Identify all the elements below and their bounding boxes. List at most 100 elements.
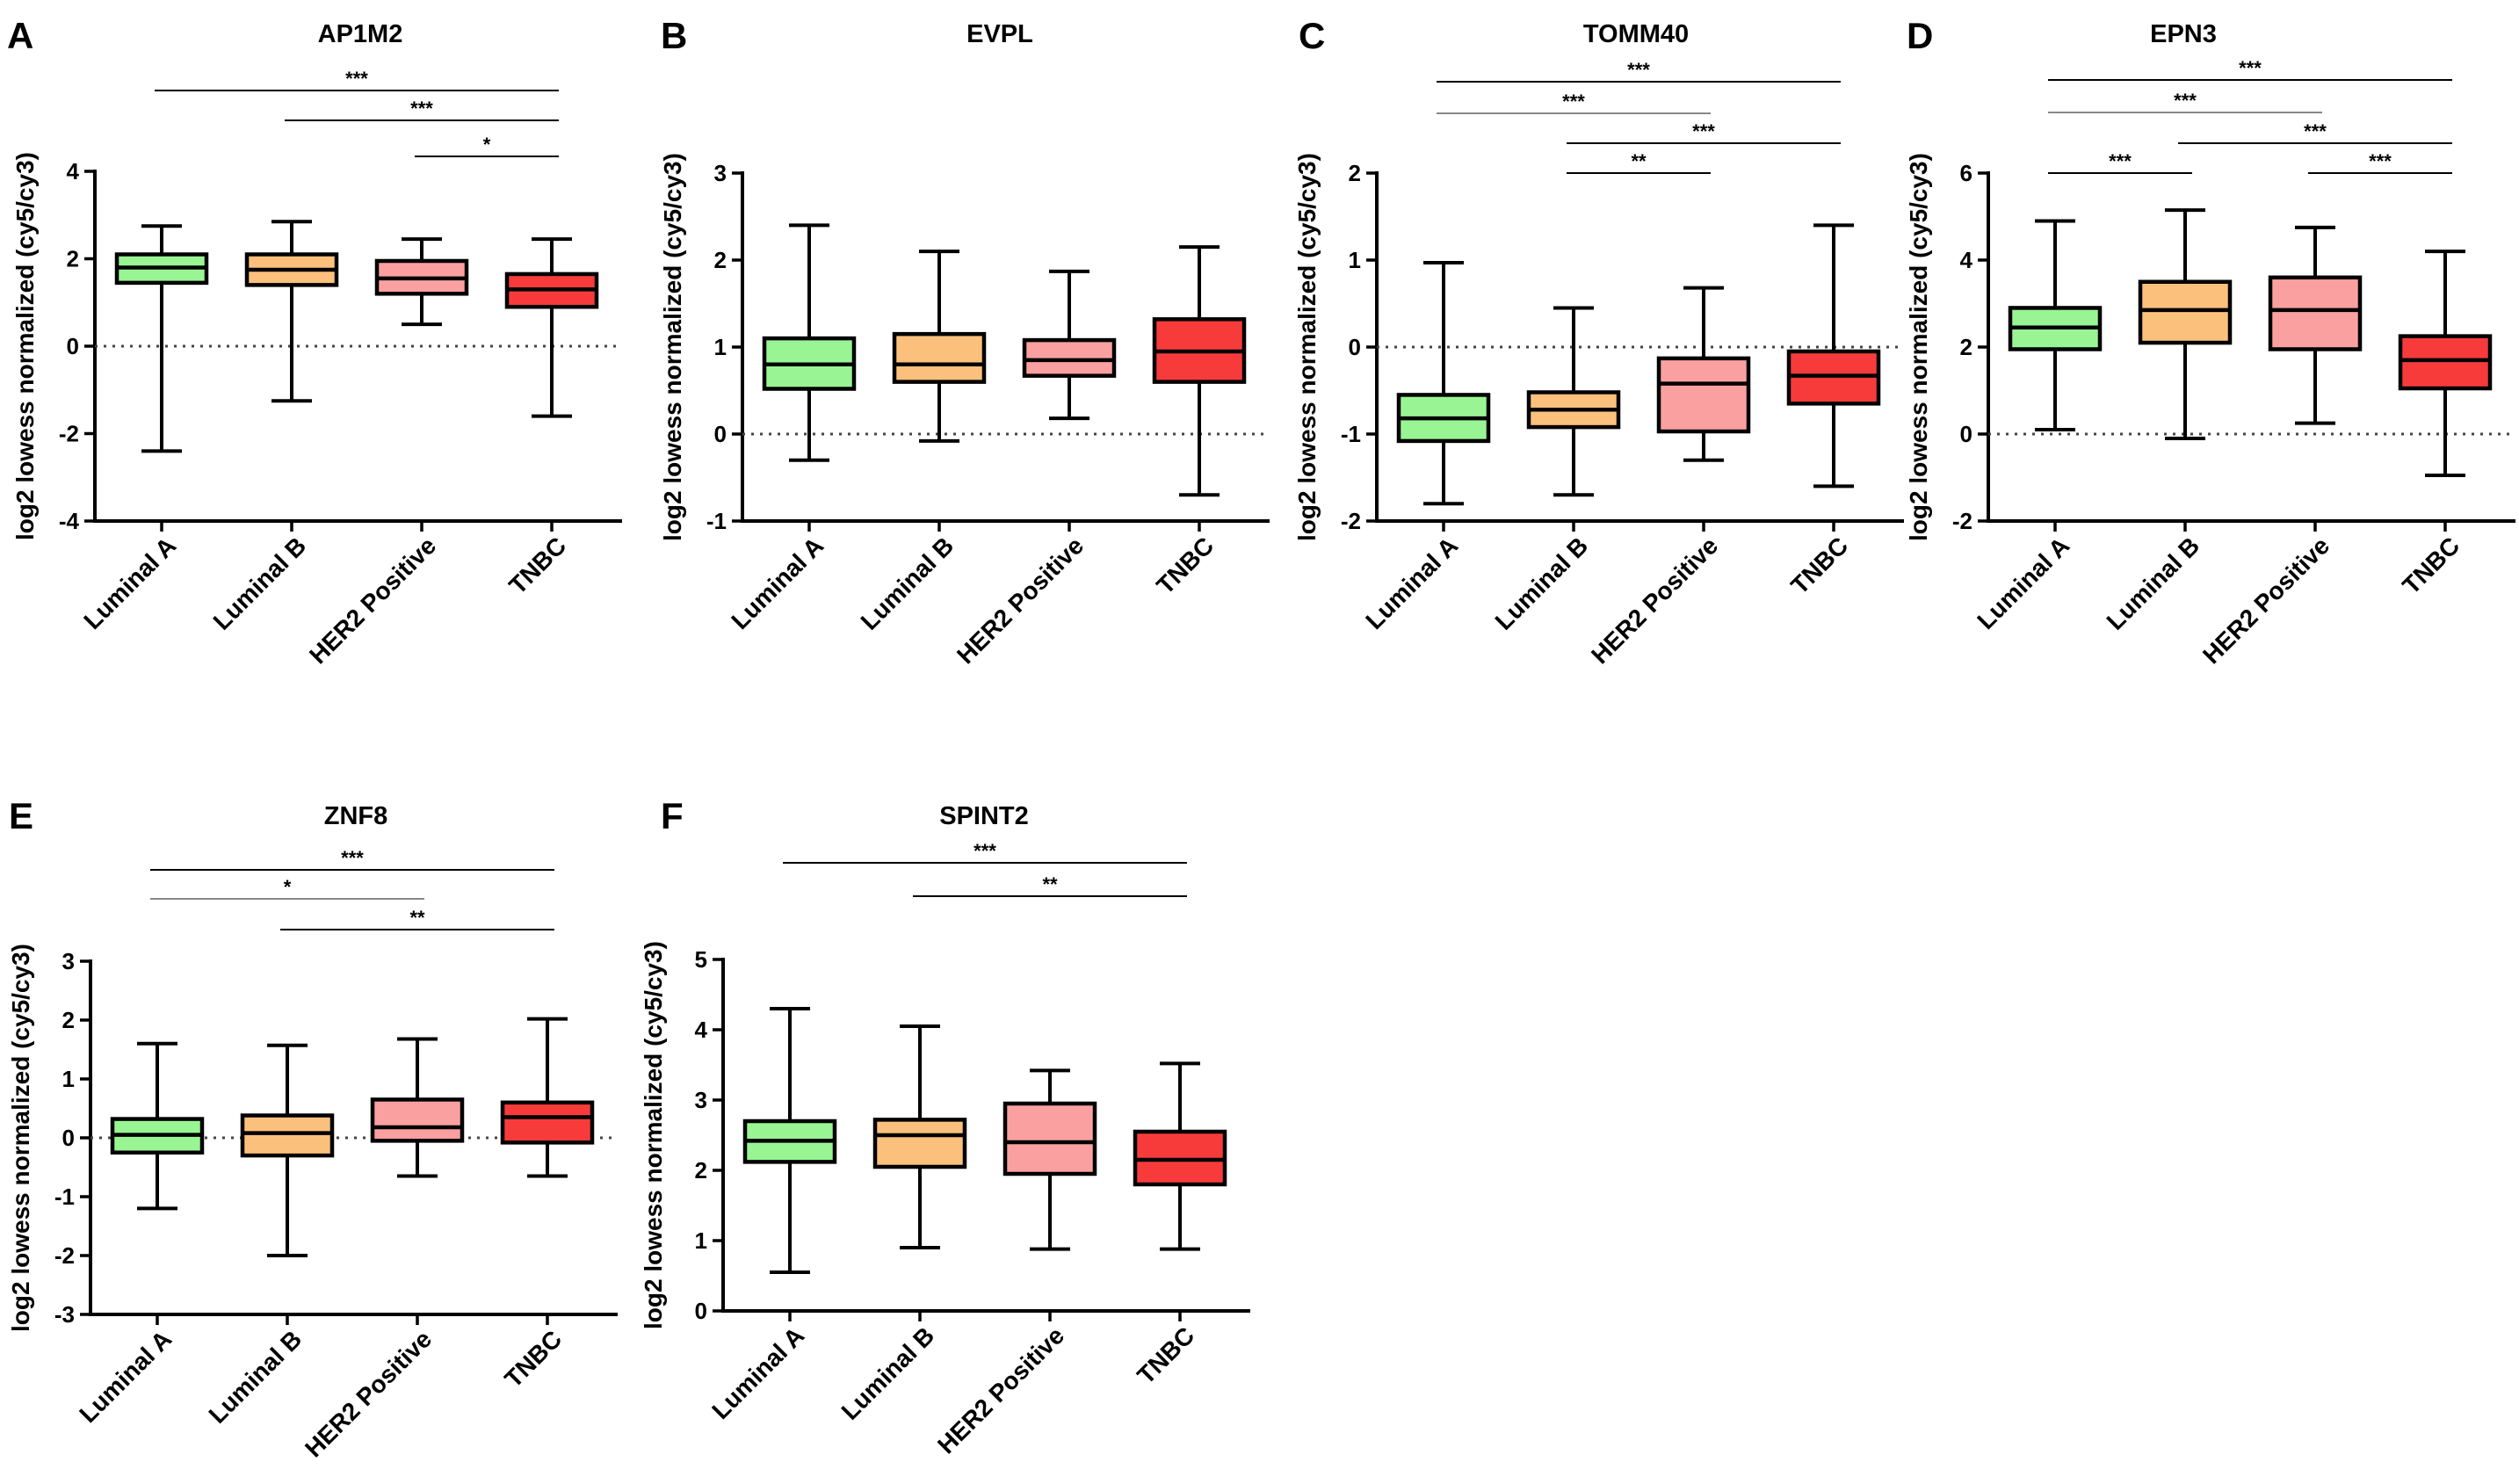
y-tick-label: 0 — [67, 333, 79, 359]
box-iqr — [370, 1097, 465, 1143]
y-tick-label: 3 — [695, 1087, 707, 1113]
y-tick-label: 4 — [1960, 247, 1973, 273]
x-tick-label: Luminal A — [1360, 532, 1463, 634]
x-tick-label: TNBC — [1785, 532, 1853, 599]
x-tick-label: HER2 Positive — [300, 1325, 437, 1462]
significance-stars: *** — [974, 840, 996, 862]
x-tick-label: HER2 Positive — [2197, 532, 2334, 669]
significance-stars: *** — [345, 68, 368, 90]
x-tick-label: Luminal B — [836, 1321, 940, 1425]
significance-stars: * — [284, 876, 292, 898]
significance-stars: *** — [341, 847, 364, 869]
panel-e: E ZNF8 log2 lowess normalized (cy5/cy3) -3 -… — [7, 795, 618, 1462]
y-tick-label: -4 — [59, 508, 80, 534]
chart-title: TOMM40 — [1583, 20, 1689, 48]
panel-label: D — [1907, 15, 1933, 56]
y-tick-label: -1 — [1341, 421, 1361, 447]
chart-title: SPINT2 — [939, 802, 1029, 830]
significance-stars: *** — [2174, 90, 2197, 112]
significance-stars: *** — [2109, 150, 2132, 172]
y-tick-label: 0 — [1960, 421, 1972, 447]
x-tick-label: TNBC — [2397, 532, 2465, 599]
x-tick-label: HER2 Positive — [952, 532, 1089, 669]
x-tick-label: Luminal A — [78, 532, 181, 634]
box-iqr — [500, 1100, 595, 1145]
box-iqr — [1022, 337, 1117, 378]
box-iqr — [2138, 279, 2233, 345]
box-iqr — [1656, 356, 1751, 434]
box-iqr — [872, 1118, 967, 1169]
panel-b: B EVPL log2 lowess normalized (cy5/cy3) -1 0… — [659, 15, 1270, 669]
y-tick-label: -2 — [54, 1242, 75, 1269]
x-tick-label: TNBC — [499, 1325, 567, 1393]
chart-title: AP1M2 — [318, 20, 403, 48]
x-tick-label: Luminal B — [2102, 532, 2205, 635]
significance-stars: ** — [1042, 873, 1058, 895]
x-tick-label: Luminal B — [208, 532, 312, 635]
y-tick-label: -2 — [1341, 508, 1361, 534]
y-axis-label: log2 lowess normalized (cy5/cy3) — [11, 152, 39, 540]
y-tick-label: -2 — [1952, 508, 1972, 534]
significance-stars: *** — [1562, 90, 1585, 112]
panel-label: F — [661, 795, 684, 836]
y-tick-label: 0 — [695, 1298, 707, 1324]
x-tick-label: TNBC — [503, 532, 571, 599]
x-tick-label: HER2 Positive — [304, 532, 441, 669]
chart-title: EVPL — [966, 20, 1033, 48]
y-tick-label: 6 — [1960, 160, 1972, 186]
y-tick-label: 5 — [695, 946, 707, 973]
significance-stars: *** — [2239, 57, 2262, 79]
y-tick-label: 3 — [714, 160, 727, 186]
y-tick-label: 0 — [1349, 334, 1361, 360]
y-tick-label: 2 — [62, 1007, 75, 1033]
y-axis-label: log2 lowess normalized (cy5/cy3) — [640, 941, 667, 1329]
y-tick-label: -2 — [59, 421, 79, 447]
y-tick-label: 1 — [714, 334, 727, 360]
y-tick-label: 4 — [67, 158, 80, 185]
significance-stars: *** — [1692, 120, 1715, 142]
chart-title: ZNF8 — [324, 802, 388, 830]
y-axis-label: log2 lowess normalized (cy5/cy3) — [659, 153, 686, 541]
significance-stars: ** — [409, 907, 425, 929]
y-tick-label: 1 — [1349, 247, 1361, 273]
significance-stars: *** — [2369, 150, 2392, 172]
x-tick-label: TNBC — [1151, 532, 1219, 599]
chart-title: EPN3 — [2150, 20, 2217, 48]
y-tick-label: -1 — [54, 1184, 75, 1210]
y-tick-label: 2 — [1349, 160, 1361, 186]
y-tick-label: 1 — [695, 1227, 707, 1254]
panel-a: A AP1M2 log2 lowess normalized (cy5/cy3) -4… — [7, 15, 622, 669]
panel-c: C TOMM40 log2 lowess normalized (cy5/cy3) -… — [1293, 15, 1904, 669]
x-tick-label: Luminal B — [204, 1325, 308, 1429]
x-tick-label: Luminal A — [1972, 532, 2074, 634]
significance-stars: *** — [2304, 120, 2327, 142]
x-tick-label: Luminal A — [74, 1325, 177, 1428]
y-axis-label: log2 lowess normalized (cy5/cy3) — [1905, 153, 1932, 541]
x-tick-label: HER2 Positive — [1586, 532, 1723, 669]
significance-stars: * — [483, 134, 491, 156]
panel-d: D EPN3 log2 lowess normalized (cy5/cy3) -2 0… — [1905, 15, 2515, 669]
y-tick-label: 3 — [62, 948, 75, 974]
significance-stars: *** — [1627, 59, 1650, 81]
x-tick-label: Luminal A — [726, 532, 829, 634]
panel-f: F SPINT2 log2 lowess normalized (cy5/cy3) 0… — [640, 795, 1250, 1459]
y-tick-label: 1 — [62, 1066, 75, 1092]
x-tick-label: Luminal B — [1490, 532, 1594, 635]
panel-label: B — [661, 15, 687, 56]
box-iqr — [240, 1113, 335, 1158]
y-tick-label: 0 — [62, 1125, 75, 1151]
panel-label: E — [9, 795, 33, 836]
y-axis-label: log2 lowess normalized (cy5/cy3) — [7, 944, 34, 1332]
x-tick-label: HER2 Positive — [932, 1321, 1069, 1459]
y-tick-label: 4 — [695, 1017, 708, 1043]
significance-stars: ** — [1631, 150, 1647, 172]
panel-label: A — [7, 15, 33, 56]
x-tick-label: TNBC — [1132, 1321, 1199, 1389]
y-tick-label: 0 — [714, 421, 727, 447]
box-iqr — [2398, 334, 2493, 391]
y-axis-label: log2 lowess normalized (cy5/cy3) — [1293, 153, 1321, 541]
x-tick-label: Luminal B — [856, 532, 959, 635]
y-tick-label: 2 — [1960, 334, 1972, 360]
significance-stars: *** — [410, 98, 433, 119]
